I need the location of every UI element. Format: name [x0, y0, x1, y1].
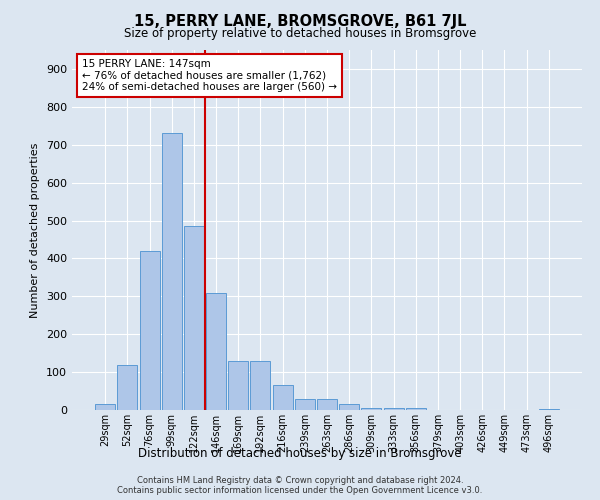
Bar: [295, 398, 315, 410]
Bar: [339, 404, 359, 410]
Text: Size of property relative to detached houses in Bromsgrove: Size of property relative to detached ho…: [124, 28, 476, 40]
Text: 15 PERRY LANE: 147sqm
← 76% of detached houses are smaller (1,762)
24% of semi-d: 15 PERRY LANE: 147sqm ← 76% of detached …: [82, 59, 337, 92]
Bar: [272, 386, 293, 410]
Bar: [184, 226, 204, 410]
Bar: [406, 408, 426, 410]
Y-axis label: Number of detached properties: Number of detached properties: [31, 142, 40, 318]
Text: Contains public sector information licensed under the Open Government Licence v3: Contains public sector information licen…: [118, 486, 482, 495]
Text: Distribution of detached houses by size in Bromsgrove: Distribution of detached houses by size …: [138, 448, 462, 460]
Bar: [361, 408, 382, 410]
Bar: [206, 292, 226, 410]
Bar: [118, 364, 137, 410]
Bar: [250, 360, 271, 410]
Text: 15, PERRY LANE, BROMSGROVE, B61 7JL: 15, PERRY LANE, BROMSGROVE, B61 7JL: [134, 14, 466, 29]
Text: Contains HM Land Registry data © Crown copyright and database right 2024.: Contains HM Land Registry data © Crown c…: [137, 476, 463, 485]
Bar: [140, 251, 160, 410]
Bar: [317, 398, 337, 410]
Bar: [383, 408, 404, 410]
Bar: [95, 404, 115, 410]
Bar: [228, 360, 248, 410]
Bar: [162, 134, 182, 410]
Bar: [539, 409, 559, 410]
